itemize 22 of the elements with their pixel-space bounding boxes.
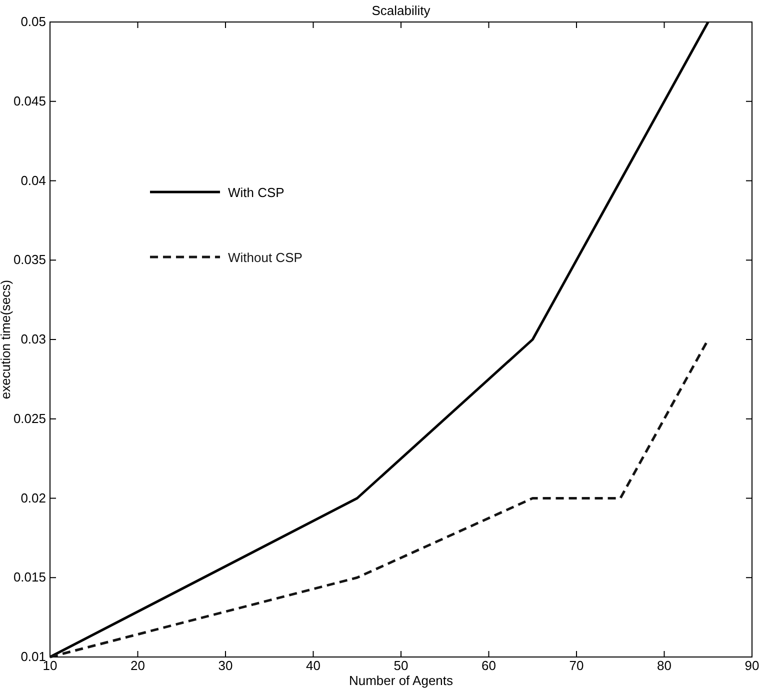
x-tick-label: 70 (569, 658, 584, 673)
x-tick-label: 90 (744, 658, 760, 673)
y-tick-label: 0.02 (20, 490, 46, 506)
x-tick-label: 30 (218, 658, 233, 673)
x-tick-label: 60 (482, 658, 496, 673)
x-tick-label: 50 (394, 658, 408, 673)
y-tick-label: 0.045 (13, 93, 46, 108)
x-tick-label: 40 (306, 658, 320, 673)
text: Without CSP (228, 250, 302, 265)
y-tick-label: 0.04 (20, 172, 46, 188)
y-tick-label: 0.015 (13, 570, 46, 585)
text: With CSP (228, 185, 284, 200)
y-tick-label: 0.01 (20, 649, 46, 664)
x-tick-label: 20 (130, 658, 145, 673)
y-tick-label: 0.03 (20, 332, 46, 346)
y-axis-title: execution time(secs) (0, 280, 13, 400)
y-tick-label: 0.025 (13, 410, 46, 426)
y-tick-label: 0.035 (13, 252, 46, 268)
x-axis-title: Number of Agents (348, 673, 454, 688)
y-tick-label: 0.05 (20, 14, 46, 29)
chart-title: Scalability (372, 3, 431, 18)
x-tick-label: 80 (657, 658, 672, 673)
